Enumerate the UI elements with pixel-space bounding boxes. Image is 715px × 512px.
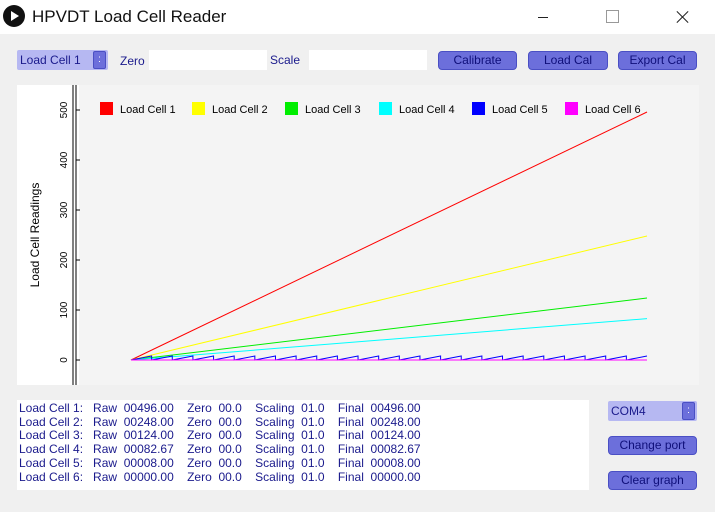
minimize-button[interactable] xyxy=(520,0,566,34)
load-cell-select-value: Load Cell 1 xyxy=(20,53,81,67)
port-select-value: COM4 xyxy=(611,404,646,418)
chart-panel: 0 100 200 300 400 500 Load Cell Readings Load C… xyxy=(17,85,699,385)
readout-line: Load Cell 4: Raw 00082.67 Zero 00.0 Scal… xyxy=(19,442,421,457)
legend-swatch-5 xyxy=(472,102,485,115)
y-axis-label: Load Cell Readings xyxy=(28,183,42,288)
series-line-3 xyxy=(130,297,648,361)
play-icon xyxy=(3,5,25,27)
change-port-button[interactable]: Change port xyxy=(608,436,697,455)
y-tick-label: 0 xyxy=(59,357,70,363)
series-line-2 xyxy=(130,235,648,361)
zero-field[interactable] xyxy=(149,50,267,70)
export-cal-button[interactable]: Export Cal xyxy=(618,51,697,70)
series-line-1 xyxy=(130,111,648,361)
load-cal-button[interactable]: Load Cal xyxy=(528,51,608,70)
series-line-4 xyxy=(130,318,648,361)
y-tick-label: 400 xyxy=(59,151,70,168)
legend-label-4: Load Cell 4 xyxy=(399,104,455,116)
y-tick-label: 300 xyxy=(59,201,70,218)
legend-label-1: Load Cell 1 xyxy=(120,104,176,116)
readout-line: Load Cell 6: Raw 00000.00 Zero 00.0 Scal… xyxy=(19,469,421,484)
close-button[interactable] xyxy=(660,0,706,34)
load-cell-chart: 0 100 200 300 400 500 Load Cell Readings Load C… xyxy=(28,85,699,385)
readout-line: Load Cell 1: Raw 00496.00 Zero 00.0 Scal… xyxy=(19,401,421,415)
calibrate-button[interactable]: Calibrate xyxy=(438,51,517,70)
legend-label-5: Load Cell 5 xyxy=(492,104,548,116)
legend-swatch-6 xyxy=(565,102,578,115)
series-line-5 xyxy=(130,355,648,361)
readout-panel: Load Cell 1: Raw 00496.00 Zero 00.0 Scal… xyxy=(17,400,589,490)
legend-label-6: Load Cell 6 xyxy=(585,104,641,116)
title-bar: HPVDT Load Cell Reader xyxy=(0,0,715,34)
load-cell-select[interactable]: Load Cell 1 : xyxy=(17,50,108,70)
scale-label: Scale xyxy=(270,53,301,67)
clear-graph-button[interactable]: Clear graph xyxy=(608,471,697,490)
y-tick-label: 500 xyxy=(59,101,70,118)
legend-label-2: Load Cell 2 xyxy=(212,104,268,116)
scale-field[interactable] xyxy=(309,50,427,70)
readout-line: Load Cell 5: Raw 00008.00 Zero 00.0 Scal… xyxy=(19,455,421,470)
zero-label: Zero xyxy=(120,54,145,68)
legend-swatch-2 xyxy=(192,102,205,115)
readout-line: Load Cell 2: Raw 00248.00 Zero 00.0 Scal… xyxy=(19,414,421,429)
chevron-down-icon[interactable]: : xyxy=(93,51,106,69)
window-title: HPVDT Load Cell Reader xyxy=(32,7,227,26)
port-select[interactable]: COM4 : xyxy=(608,401,697,421)
legend-swatch-4 xyxy=(379,102,392,115)
legend-swatch-1 xyxy=(100,102,113,115)
y-tick-label: 200 xyxy=(59,251,70,268)
readout-line: Load Cell 3: Raw 00124.00 Zero 00.0 Scal… xyxy=(19,428,421,443)
y-tick-label: 100 xyxy=(59,301,70,318)
legend-swatch-3 xyxy=(285,102,298,115)
legend-label-3: Load Cell 3 xyxy=(305,104,361,116)
chevron-down-icon[interactable]: : xyxy=(682,402,695,420)
maximize-button[interactable] xyxy=(590,0,636,34)
